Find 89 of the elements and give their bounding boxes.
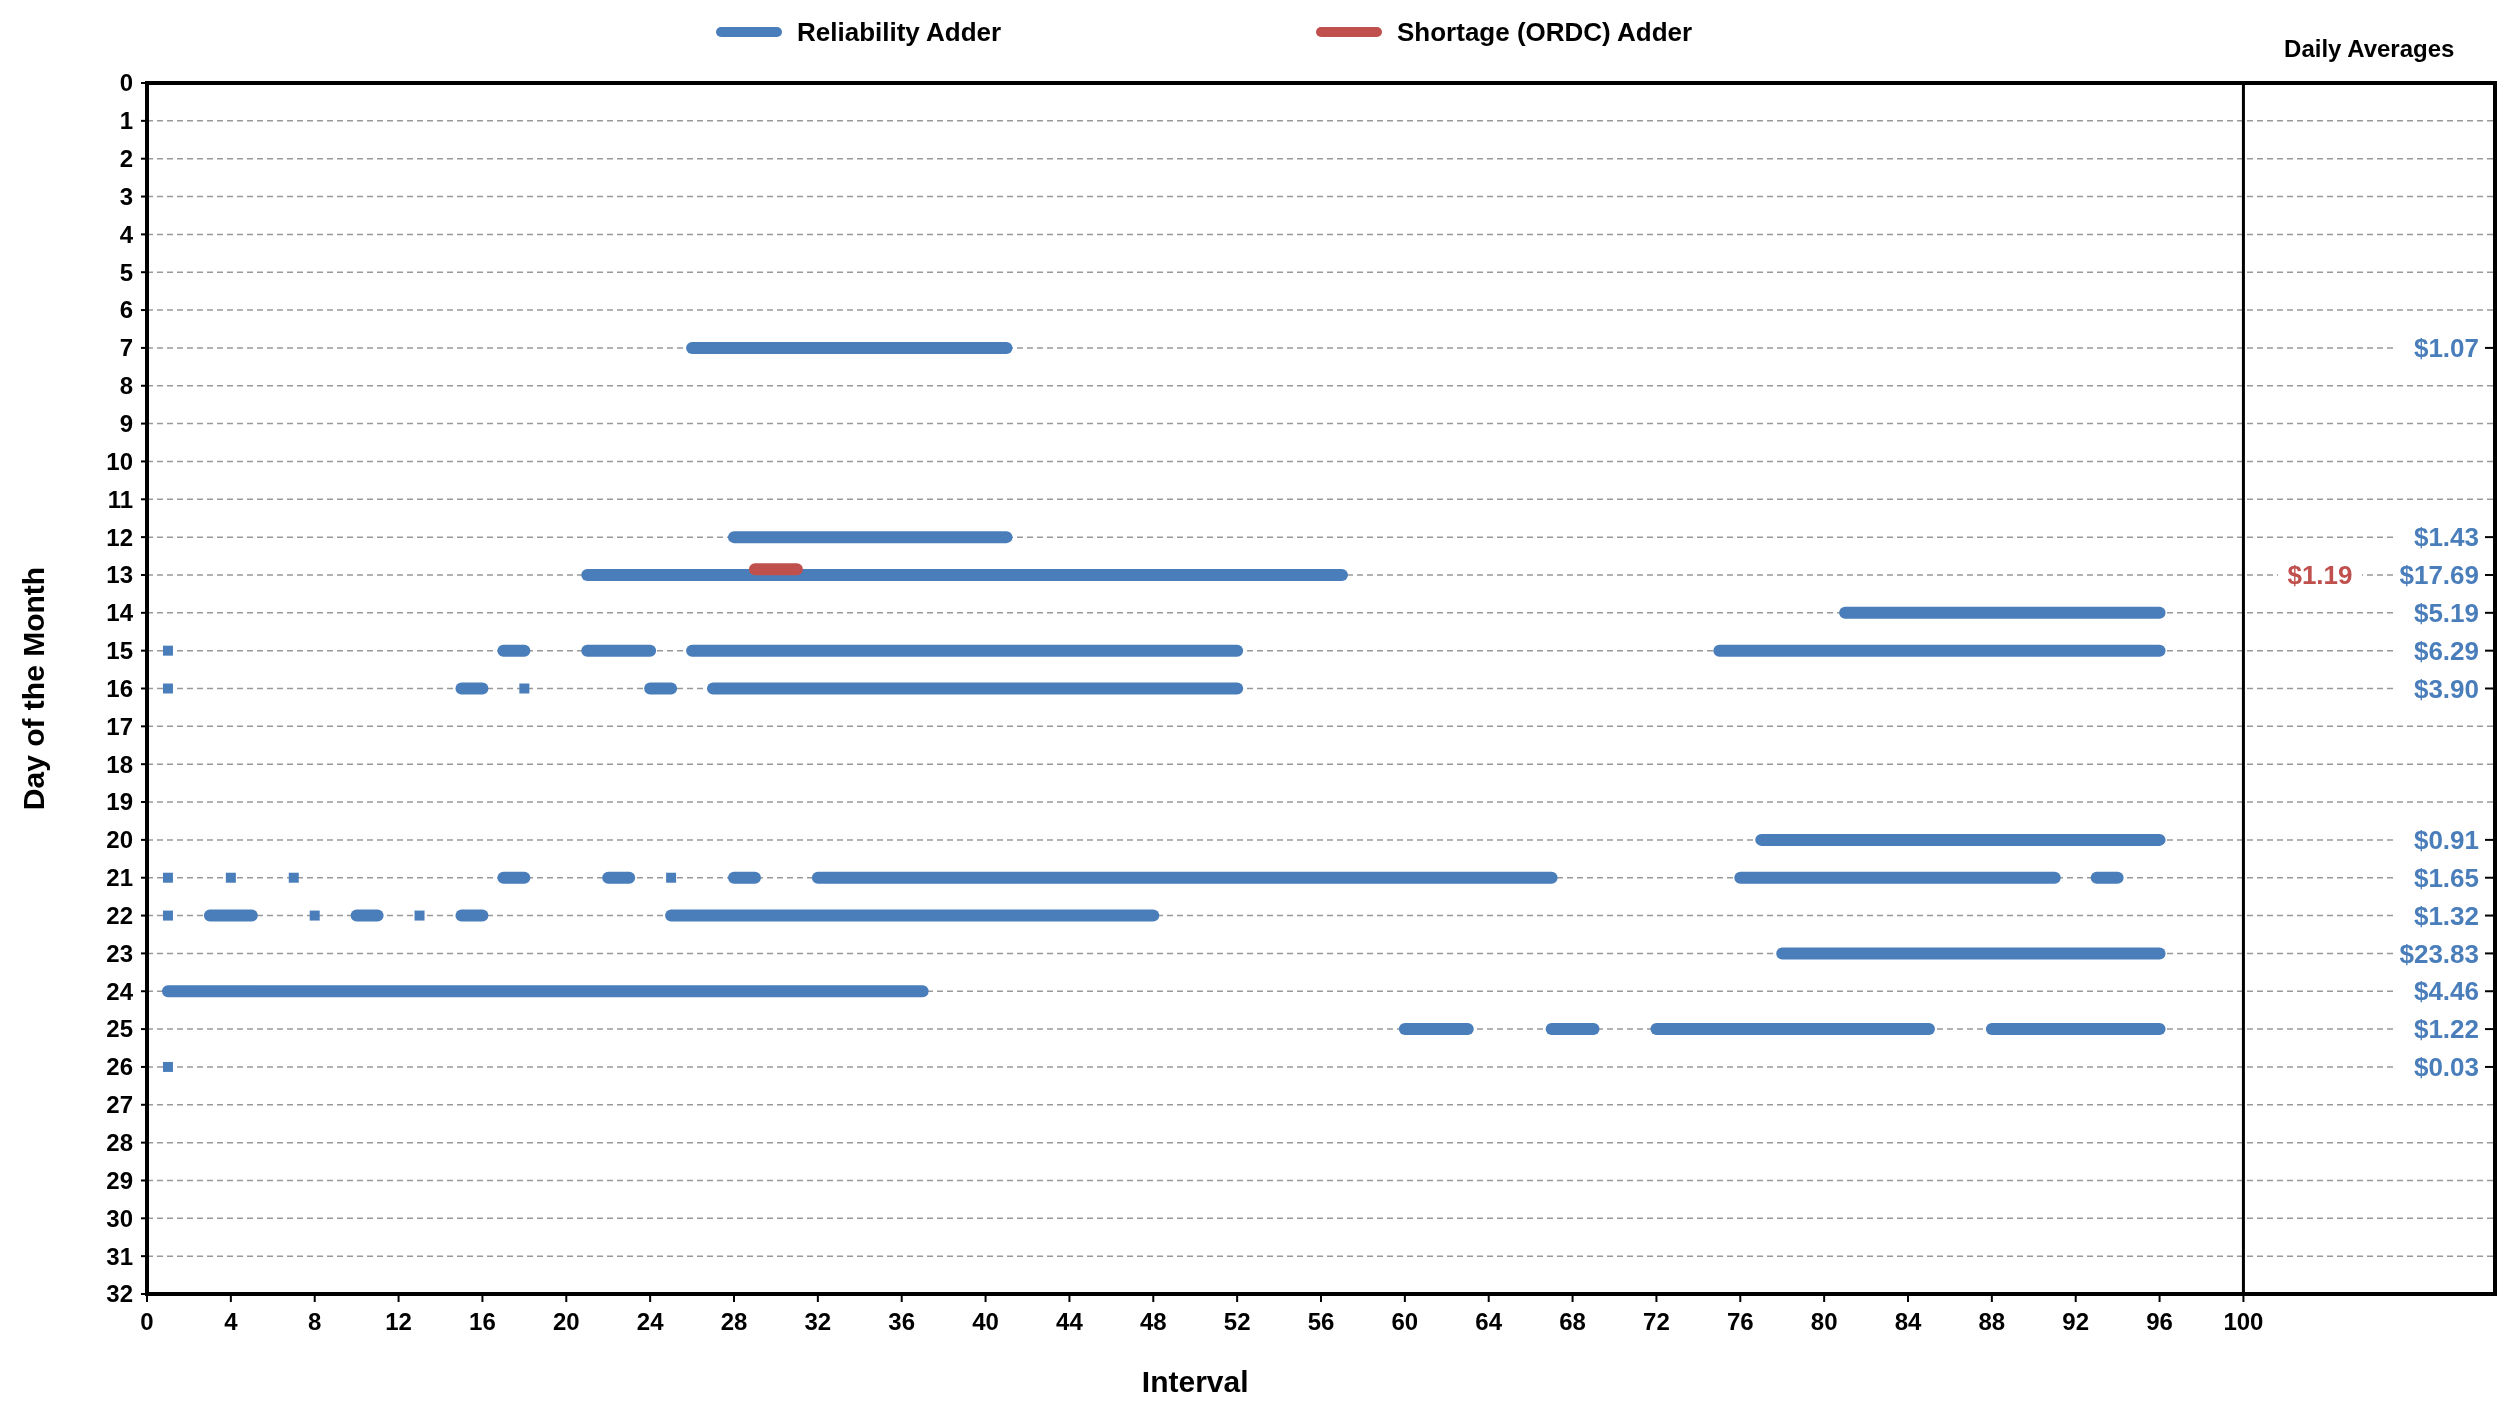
category-label: $5.19: [2413, 597, 2479, 628]
point: [414, 910, 425, 921]
y-tick-label: 6: [119, 296, 133, 324]
category-label: $1.32: [2413, 900, 2479, 931]
y-tick-label: 26: [106, 1053, 133, 1081]
y-tick-label: 21: [106, 864, 133, 892]
y-tick-label: 0: [119, 69, 133, 97]
x-tick-label: 4: [224, 1308, 239, 1335]
x-tick-label: 40: [972, 1308, 999, 1335]
y-tick-label: 23: [106, 939, 133, 967]
ref-line-label: Daily Averages: [2284, 35, 2455, 62]
y-tick-label: 14: [106, 599, 134, 627]
x-tick-label: 36: [888, 1308, 916, 1335]
y-tick-label: 20: [106, 826, 133, 854]
x-tick-label: 44: [1056, 1308, 1084, 1335]
x-tick-label: 96: [2146, 1308, 2173, 1335]
point: [309, 910, 320, 921]
x-tick-label: 32: [804, 1308, 832, 1335]
point: [225, 872, 236, 883]
x-tick-label: 84: [1894, 1308, 1922, 1335]
y-tick-label: 16: [106, 674, 133, 702]
category-label: $0.03: [2413, 1052, 2479, 1083]
x-tick-label: 16: [469, 1308, 496, 1335]
point: [519, 683, 530, 694]
y-tick-label: 22: [106, 901, 133, 929]
category-label: $1.43: [2413, 522, 2479, 553]
x-tick-label: 60: [1391, 1308, 1419, 1335]
x-tick-label: 72: [1643, 1308, 1670, 1335]
y-tick-label: 13: [106, 561, 133, 589]
category-label: $6.29: [2413, 635, 2479, 666]
x-tick-label: 48: [1139, 1308, 1167, 1335]
category-label: $17.69: [2399, 560, 2479, 591]
y-tick-label: 4: [119, 220, 134, 248]
category-label: $4.46: [2413, 976, 2479, 1007]
y-tick-label: 7: [119, 334, 133, 362]
y-tick-label: 2: [119, 145, 133, 173]
legend-label: Shortage (ORDC) Adder: [1397, 17, 1693, 48]
x-tick-label: 12: [385, 1308, 412, 1335]
y-tick-label: 30: [106, 1204, 133, 1232]
point: [288, 872, 299, 883]
y-tick-label: 5: [119, 258, 133, 286]
y-tick-label: 28: [106, 1129, 133, 1157]
category-label: $1.07: [2413, 333, 2479, 364]
y-axis-title: Day of the Month: [17, 566, 50, 811]
x-tick-label: 24: [636, 1308, 665, 1335]
y-tick-label: 19: [106, 788, 133, 816]
x-tick-label: 92: [2062, 1308, 2090, 1335]
x-tick-label: 80: [1810, 1308, 1838, 1335]
y-tick-label: 18: [106, 750, 133, 778]
point: [162, 910, 173, 921]
point: [162, 683, 173, 694]
y-tick-label: 10: [106, 447, 133, 475]
category-label: $3.90: [2413, 673, 2479, 704]
y-tick-label: 1: [119, 107, 133, 135]
y-tick-label: 29: [106, 1166, 133, 1194]
y-tick-label: 15: [106, 637, 133, 665]
x-tick-label: 56: [1307, 1308, 1335, 1335]
x-axis-title: Interval: [1141, 1365, 1249, 1398]
y-tick-label: 27: [106, 1091, 133, 1119]
y-tick-label: 3: [119, 182, 133, 210]
point: [162, 872, 173, 883]
y-tick-label: 31: [106, 1242, 133, 1270]
y-tick-label: 24: [106, 977, 134, 1005]
x-tick-label: 100: [2223, 1308, 2264, 1335]
y-tick-label: 17: [106, 712, 133, 740]
x-tick-label: 0: [140, 1308, 154, 1335]
legend-label: Reliability Adder: [797, 17, 1002, 48]
category-label: $1.22: [2413, 1014, 2479, 1045]
y-tick-label: 32: [106, 1280, 133, 1308]
category-label: $1.65: [2413, 862, 2479, 893]
x-tick-label: 64: [1475, 1308, 1503, 1335]
point: [666, 872, 677, 883]
y-tick-label: 25: [106, 1015, 133, 1043]
x-tick-label: 8: [308, 1308, 322, 1335]
x-tick-label: 20: [552, 1308, 580, 1335]
x-tick-label: 76: [1726, 1308, 1754, 1335]
category-label: $0.91: [2413, 824, 2479, 855]
x-tick-label: 88: [1978, 1308, 2006, 1335]
category-label: $23.83: [2399, 938, 2479, 969]
x-tick-label: 52: [1223, 1308, 1251, 1335]
x-tick-label: 28: [720, 1308, 748, 1335]
y-tick-label: 11: [107, 485, 133, 513]
y-tick-label: 12: [106, 523, 133, 551]
x-tick-label: 68: [1559, 1308, 1586, 1335]
y-tick-label: 9: [119, 409, 133, 437]
y-tick-label: 8: [119, 372, 133, 400]
annotation: $1.19: [2287, 560, 2353, 591]
point: [162, 645, 173, 656]
point: [162, 1061, 173, 1072]
